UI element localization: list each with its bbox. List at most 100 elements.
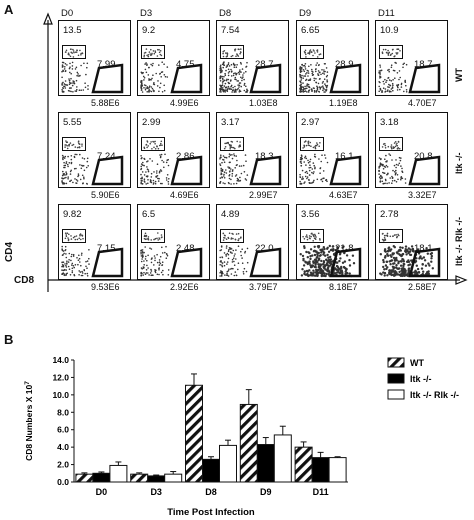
legend-swatch [387,373,405,384]
bar [185,384,203,483]
x-tick-label: D8 [205,487,217,497]
y-tick-label: 8.0 [57,407,69,417]
bar [294,446,313,483]
y-tick-label: 14.0 [52,355,69,365]
scatter-dots [378,48,441,94]
cd8-gate [91,63,124,94]
total-cell-count: 5.88E6 [91,98,120,108]
x-tick-label: D11 [313,487,329,497]
scatter-dots [140,140,203,186]
flow-plot: 2.99 2.86 [137,112,210,188]
cd4-percent: 2.99 [142,117,161,128]
cd8-percent: 18.3 [255,151,274,162]
bar [92,472,111,483]
cd8-gate [91,247,124,278]
cd4-gate [379,45,403,59]
total-cell-count: 2.58E7 [408,282,437,292]
flow-plot: 6.65 28.9 [296,20,369,96]
legend-label: WT [410,358,424,368]
x-axis-label: Time Post Infection [167,507,255,518]
cd4-percent: 7.54 [221,25,240,36]
x-tick-label: D9 [260,487,272,497]
cd4-percent: 9.82 [63,209,82,220]
panel-b-label: B [4,332,14,347]
cd4-gate [220,137,244,151]
panel-a-label: A [4,2,14,17]
flow-plot: 6.5 2.48 [137,204,210,280]
cd4-gate [62,229,86,243]
day-label: D8 [219,8,232,19]
cd4-percent: 6.65 [301,25,320,36]
flow-plot: 5.55 7.24 [58,112,131,188]
cd8-gate [170,247,203,278]
total-cell-count: 4.63E7 [329,190,358,200]
x-tick-label: D0 [96,487,108,497]
cd8-gate [91,155,124,186]
total-cell-count: 4.69E6 [170,190,199,200]
cd8-gate [329,155,362,186]
cd8-percent: 28.9 [335,59,354,70]
scatter-dots [299,140,362,186]
scatter-dots [219,48,282,94]
cd4-percent: 6.5 [142,209,156,220]
bar [109,464,128,483]
cd4-percent: 10.9 [380,25,399,36]
y-tick-label: 6.0 [57,425,69,435]
y-tick-label: 0.0 [57,477,69,487]
cd8-gate [329,63,362,94]
bar [202,458,220,483]
flow-plot: 3.56 21.8 [296,204,369,280]
legend-swatch [387,357,405,368]
total-cell-count: 2.99E7 [249,190,278,200]
y-tick-label: 4.0 [57,442,69,452]
bar [164,473,183,483]
x-tick-label: D3 [150,487,162,497]
flow-plot: 3.17 18.3 [216,112,289,188]
day-label: D11 [378,8,395,19]
cd4-gate [220,45,244,59]
total-cell-count: 1.03E8 [249,98,278,108]
cd8-percent: 22.0 [255,243,274,254]
cd4-percent: 13.5 [63,25,82,36]
y-axis-label: CD8 Numbers X 107 [24,381,34,461]
cd4-gate [141,45,165,59]
flow-plot: 9.2 4.75 [137,20,210,96]
scatter-dots [299,232,362,278]
flow-plot: 2.78 18.1 [375,204,448,280]
cd4-gate [300,45,324,59]
scatter-dots [61,140,124,186]
flow-plot: 4.89 22.0 [216,204,289,280]
y-tick-label: 2.0 [57,460,69,470]
cd8-percent: 2.86 [176,151,195,162]
cd8-percent: 4.75 [176,59,195,70]
bar [273,434,292,483]
scatter-dots [140,232,203,278]
cd4-percent: 5.55 [63,117,82,128]
cd8-axis-label: CD8 [14,275,35,286]
legend-swatch [387,389,405,400]
cd8-percent: 21.8 [335,243,354,254]
cd4-percent: 3.56 [301,209,320,220]
cd8-percent: 7.24 [97,151,116,162]
cd4-percent: 3.18 [380,117,399,128]
cd4-gate [62,137,86,151]
flow-plot: 7.54 28.7 [216,20,289,96]
cd8-percent: 7.15 [97,243,116,254]
cd8-gate [170,63,203,94]
total-cell-count: 5.90E6 [91,190,120,200]
cd8-gate [170,155,203,186]
cd4-percent: 2.78 [380,209,399,220]
cd4-gate [220,229,244,243]
cd8-gate [249,247,282,278]
day-label: D3 [140,8,153,19]
cd4-percent: 4.89 [221,209,240,220]
scatter-dots [61,48,124,94]
total-cell-count: 2.92E6 [170,282,199,292]
cd8-gate [408,247,441,278]
total-cell-count: 3.32E7 [408,190,437,200]
cd8-percent: 20.8 [414,151,433,162]
bar [75,473,94,483]
cd8-gate [249,63,282,94]
bar [130,473,149,483]
flow-axes [43,12,468,292]
